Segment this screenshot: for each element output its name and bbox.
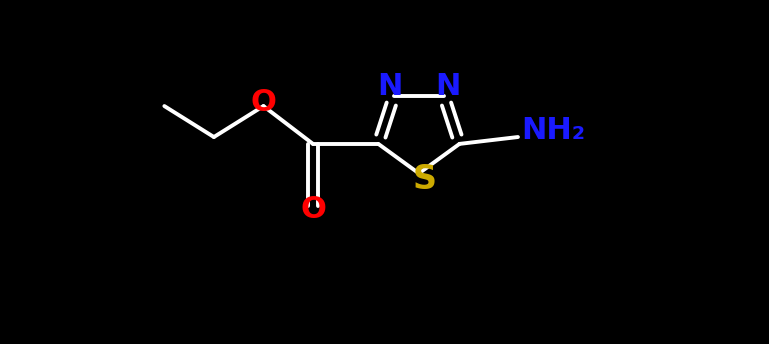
Text: S: S [413, 163, 437, 196]
Text: O: O [300, 195, 326, 224]
Text: N: N [435, 72, 461, 101]
Text: NH₂: NH₂ [521, 116, 585, 145]
Text: N: N [378, 72, 403, 101]
Text: O: O [251, 88, 276, 117]
